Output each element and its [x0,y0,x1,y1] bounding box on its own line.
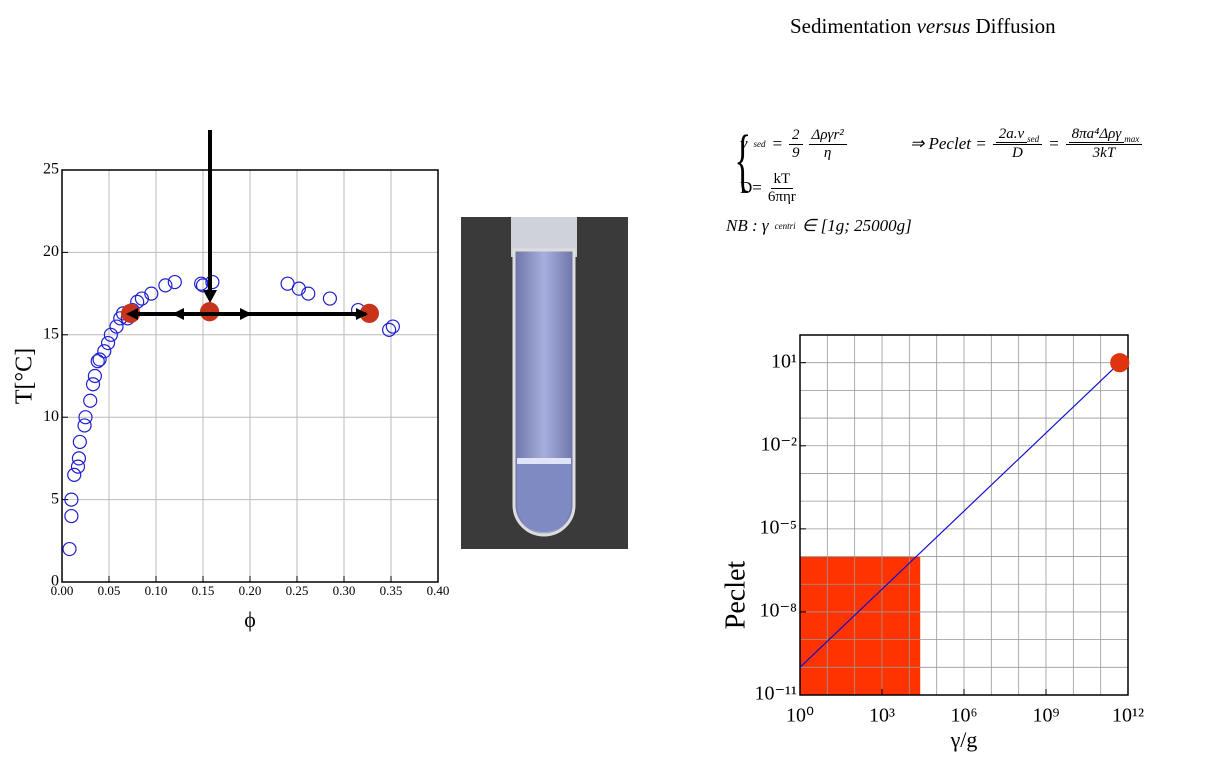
y-tick-label: 10¹ [771,350,797,372]
y-tick-label: 20 [43,243,59,260]
point [67,467,82,482]
point [70,459,86,474]
point [77,418,92,433]
x-tick-label: 10³ [869,705,895,727]
point [134,291,149,306]
y-tick-label: 0 [51,573,59,590]
point [97,344,112,359]
y-tick-label: 15 [43,325,59,342]
point [144,286,159,301]
y-axis-label: T[°C] [12,348,38,404]
y-axis-label: Peclet [720,561,751,630]
point [385,319,400,334]
point [71,451,87,466]
x-axis-label: ϕ [244,607,256,632]
arrows [126,130,368,320]
point [83,393,98,408]
y-tick-label: 10⁻² [760,433,797,455]
point [205,274,220,290]
point [199,302,220,322]
x-tick-label: 0.25 [286,583,309,598]
x-axis-label: γ/g [950,727,978,752]
y-tick-label: 5 [51,490,59,507]
point [92,352,107,367]
plot-frame [799,334,1129,696]
point [158,278,173,293]
point [64,508,79,524]
point [72,434,87,450]
x-tick-label: 0.10 [145,583,168,598]
x-tick-label: 0.40 [427,583,450,598]
point [322,291,337,306]
highlight-region [800,556,921,695]
point [87,368,103,384]
x-tick-label: 0.30 [333,583,356,598]
point [301,286,316,301]
point [85,377,101,392]
tube-photo [461,217,628,549]
plot-frame [61,169,439,583]
point [167,274,182,290]
point [291,281,306,296]
point [100,335,116,351]
x-tick-label: 0.35 [380,583,403,598]
point [382,322,397,337]
point [90,354,105,369]
point [1110,353,1130,373]
point [64,492,79,507]
x-tick-label: 0.20 [239,583,262,598]
x-tick-label: 0.05 [98,583,121,598]
y-tick-label: 25 [43,161,59,178]
y-tick-label: 10 [43,408,59,425]
point [194,276,209,291]
x-tick-label: 10⁶ [951,705,978,727]
line [799,362,1121,668]
x-tick-label: 10¹² [1112,705,1144,727]
x-tick-label: 10⁰ [786,705,814,727]
x-tick-label: 10⁹ [1033,705,1060,727]
x-tick-label: 0.15 [192,583,215,598]
point [109,319,124,334]
x-tick-label: 0.00 [51,583,74,598]
y-tick-label: 10⁻⁵ [759,516,797,538]
y-tick-label: 10⁻⁸ [759,600,797,622]
point [78,410,93,425]
point [103,327,118,342]
point [62,541,77,557]
title: Sedimentation versus Diffusion [790,14,1056,38]
y-tick-label: 10⁻¹¹ [754,683,797,705]
